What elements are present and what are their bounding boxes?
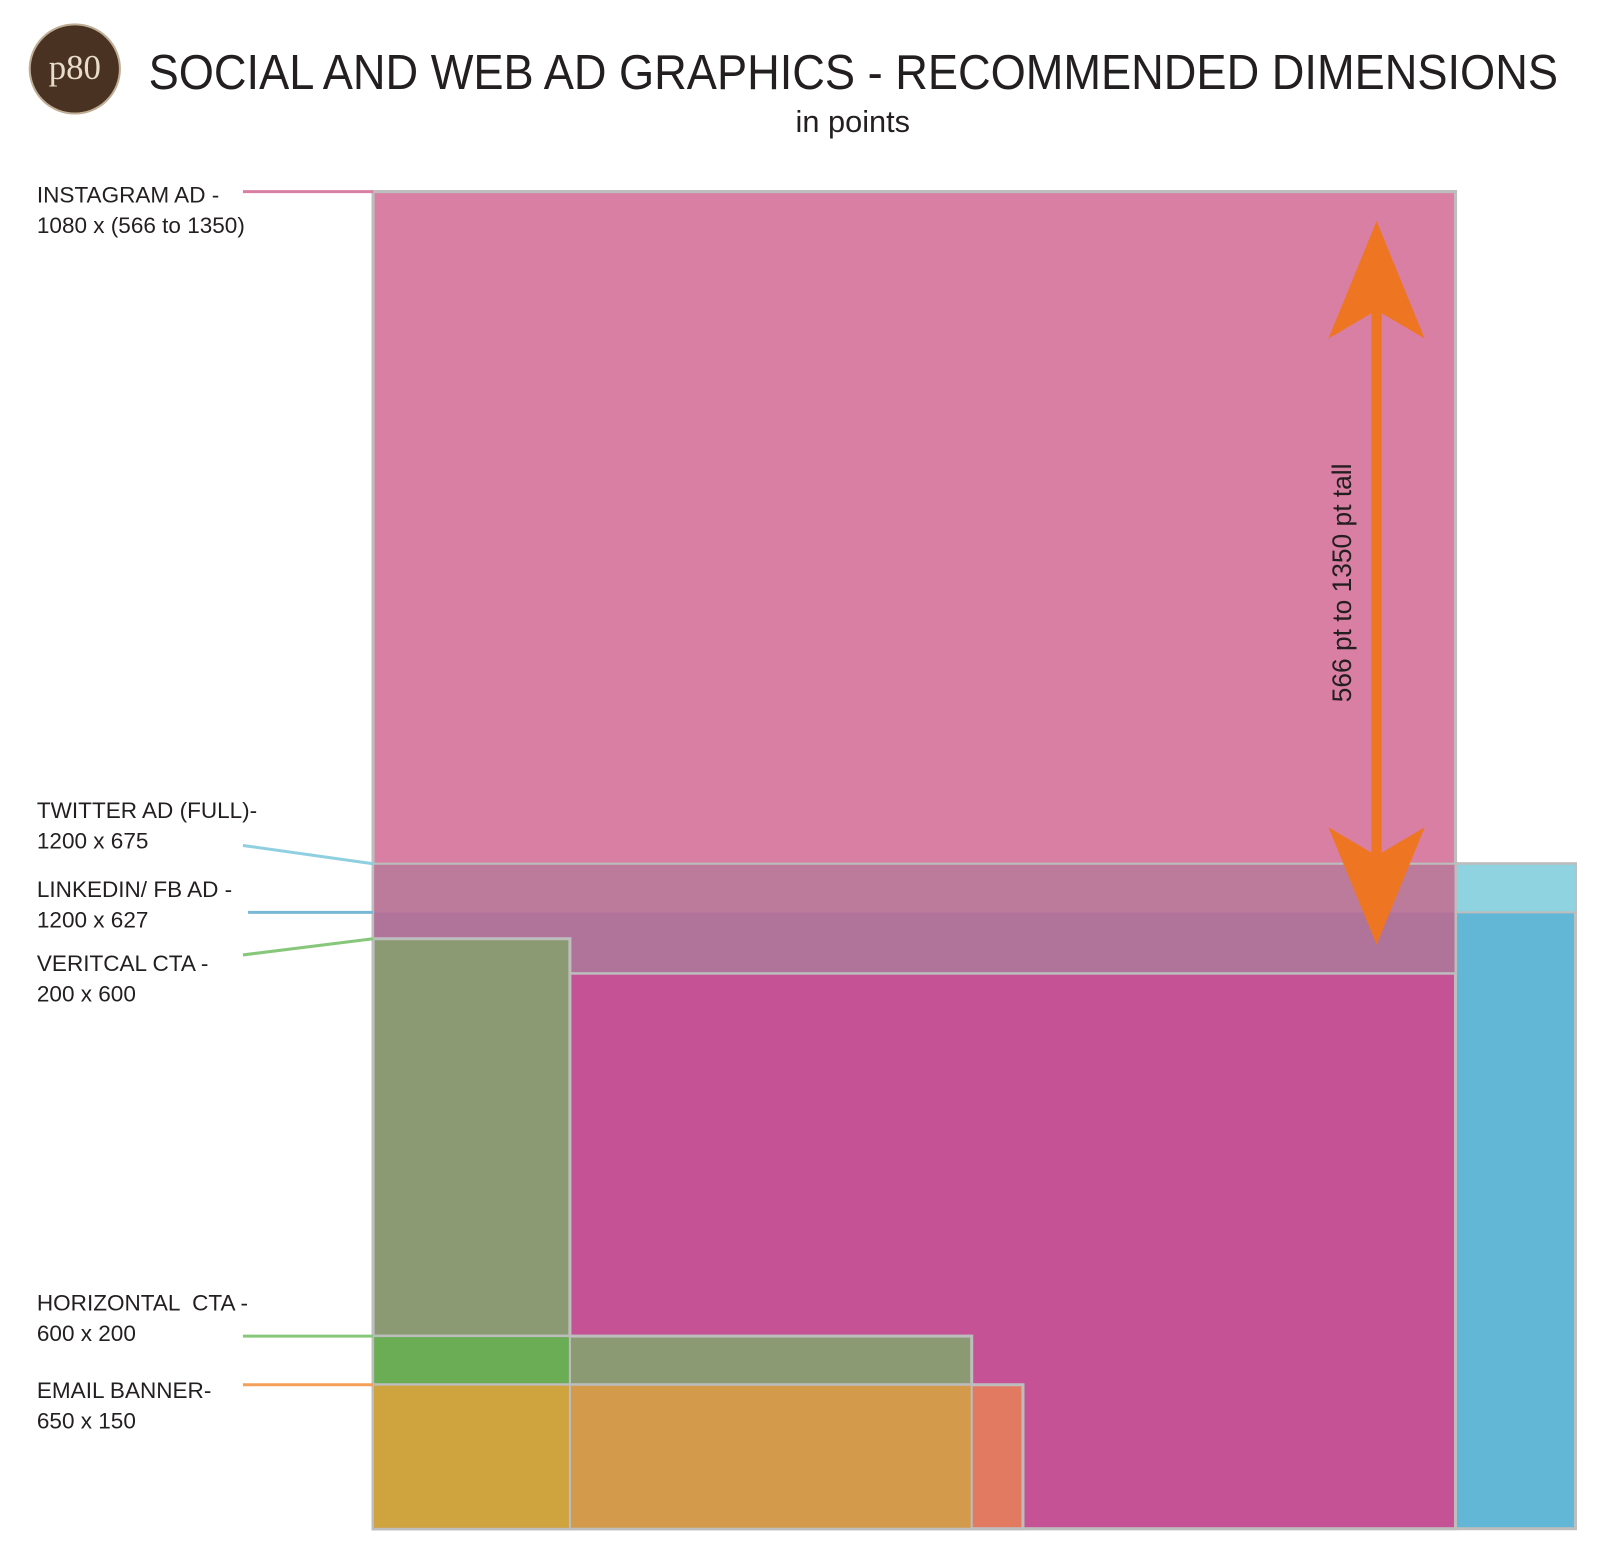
arrow-head (1328, 827, 1425, 945)
cta-overlap (374, 1337, 569, 1385)
label-name: EMAIL BANNER- (37, 1378, 211, 1403)
title: SOCIAL AND WEB AD GRAPHICS - RECOMMENDED… (149, 46, 1558, 100)
label-size: 650 x 150 (37, 1408, 136, 1433)
label-name: HORIZONTAL CTA - (37, 1291, 248, 1316)
logo-text: p80 (49, 49, 101, 87)
overlap-strip (374, 863, 1455, 913)
label-size: 1080 x (566 to 1350) (37, 213, 245, 238)
subtitle: in points (796, 105, 911, 139)
label-name: INSTAGRAM AD - (37, 183, 219, 208)
email-overlap (374, 1385, 569, 1528)
label-size: 200 x 600 (37, 982, 136, 1007)
instagram-box (371, 190, 1458, 975)
arrow-annotation: 566 pt to 1350 pt tall (1327, 463, 1357, 702)
label-name: TWITTER AD (FULL)- (37, 798, 257, 823)
logo-circle (28, 23, 121, 115)
label-name: VERITCAL CTA - (37, 951, 209, 976)
label-size: 1200 x 675 (37, 829, 149, 854)
label-name: LINKEDIN/ FB AD - (37, 877, 232, 902)
arrow-head (1328, 220, 1425, 339)
leader-line (242, 843, 374, 866)
twitter-strip (1455, 863, 1576, 913)
leader-line (242, 937, 374, 957)
label-size: 600 x 200 (37, 1321, 136, 1346)
label-size: 1200 x 627 (37, 908, 149, 933)
